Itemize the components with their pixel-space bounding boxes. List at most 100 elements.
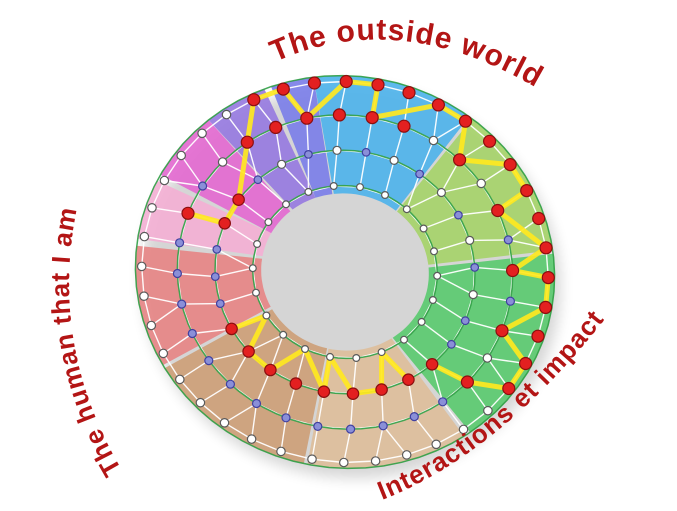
sector-salmon[interactable]	[135, 245, 271, 366]
node-red[interactable]	[247, 93, 261, 107]
node-purple[interactable]	[409, 412, 419, 422]
node-red[interactable]	[505, 263, 520, 278]
node-purple[interactable]	[361, 147, 371, 157]
node-white[interactable]	[436, 187, 446, 198]
node-red[interactable]	[425, 357, 439, 371]
node-red[interactable]	[300, 111, 314, 125]
node-red[interactable]	[181, 206, 195, 220]
node-red[interactable]	[503, 158, 517, 172]
node-red[interactable]	[520, 184, 534, 198]
node-red[interactable]	[240, 135, 254, 149]
node-red[interactable]	[453, 153, 467, 167]
node-white[interactable]	[195, 397, 206, 408]
node-white[interactable]	[175, 374, 185, 385]
node-white[interactable]	[301, 345, 310, 354]
node-white[interactable]	[352, 354, 361, 363]
node-red[interactable]	[531, 329, 545, 343]
node-white[interactable]	[468, 290, 478, 300]
node-red[interactable]	[264, 363, 277, 377]
node-white[interactable]	[252, 288, 261, 297]
node-red[interactable]	[538, 300, 553, 314]
node-white[interactable]	[253, 240, 262, 249]
node-white[interactable]	[400, 335, 409, 344]
node-white[interactable]	[246, 434, 257, 444]
node-white[interactable]	[431, 439, 441, 450]
node-red[interactable]	[431, 98, 445, 112]
sector-magenta[interactable]	[160, 120, 291, 234]
node-white[interactable]	[279, 330, 288, 339]
node-red[interactable]	[218, 217, 231, 230]
sector-sky[interactable]	[313, 75, 470, 211]
node-red[interactable]	[460, 375, 474, 389]
node-white[interactable]	[197, 128, 207, 139]
node-purple[interactable]	[198, 181, 208, 191]
node-red[interactable]	[339, 74, 353, 89]
node-purple[interactable]	[175, 238, 185, 248]
node-white[interactable]	[139, 231, 150, 242]
node-red[interactable]	[371, 78, 385, 92]
node-white[interactable]	[338, 457, 349, 468]
node-purple[interactable]	[281, 413, 291, 423]
node-purple[interactable]	[304, 149, 313, 159]
node-red[interactable]	[232, 193, 245, 206]
node-white[interactable]	[332, 145, 342, 155]
node-white[interactable]	[370, 456, 381, 466]
node-red[interactable]	[402, 373, 415, 386]
node-red[interactable]	[402, 85, 416, 100]
node-white[interactable]	[329, 182, 338, 191]
node-red[interactable]	[502, 381, 516, 396]
node-purple[interactable]	[438, 397, 448, 407]
node-white[interactable]	[282, 200, 291, 209]
node-white[interactable]	[221, 109, 232, 120]
node-purple[interactable]	[505, 296, 515, 306]
node-red[interactable]	[332, 108, 346, 122]
node-purple[interactable]	[313, 421, 323, 431]
node-white[interactable]	[147, 203, 157, 213]
node-white[interactable]	[262, 311, 271, 320]
node-purple[interactable]	[251, 398, 262, 409]
node-purple[interactable]	[212, 244, 222, 254]
node-purple[interactable]	[415, 169, 425, 179]
node-red[interactable]	[289, 377, 303, 390]
node-white[interactable]	[483, 405, 493, 416]
node-purple[interactable]	[460, 316, 470, 326]
node-white[interactable]	[264, 218, 273, 227]
node-white[interactable]	[139, 291, 149, 301]
node-red[interactable]	[346, 387, 360, 400]
node-red[interactable]	[375, 383, 388, 396]
node-purple[interactable]	[470, 263, 480, 272]
node-white[interactable]	[428, 135, 439, 146]
node-white[interactable]	[402, 205, 411, 214]
node-red[interactable]	[317, 385, 331, 398]
node-white[interactable]	[430, 247, 439, 256]
node-purple[interactable]	[172, 268, 182, 279]
node-red[interactable]	[532, 211, 546, 226]
node-red[interactable]	[242, 345, 255, 358]
node-white[interactable]	[158, 348, 169, 359]
node-white[interactable]	[276, 446, 286, 457]
node-purple[interactable]	[187, 328, 197, 339]
node-white[interactable]	[428, 296, 437, 305]
node-red[interactable]	[458, 114, 473, 128]
node-purple[interactable]	[210, 272, 220, 282]
sector-sand[interactable]	[164, 309, 328, 464]
node-white[interactable]	[377, 348, 386, 357]
node-white[interactable]	[277, 159, 287, 169]
node-purple[interactable]	[177, 299, 187, 309]
node-white[interactable]	[419, 224, 428, 233]
node-white[interactable]	[304, 187, 313, 196]
node-red[interactable]	[225, 322, 238, 336]
node-white[interactable]	[217, 157, 228, 167]
node-purple[interactable]	[204, 356, 214, 366]
node-red[interactable]	[491, 203, 505, 218]
node-purple[interactable]	[378, 421, 388, 431]
node-white[interactable]	[136, 261, 147, 272]
node-white[interactable]	[476, 178, 486, 189]
node-white[interactable]	[176, 150, 186, 161]
node-white[interactable]	[146, 320, 157, 331]
node-red[interactable]	[365, 110, 379, 125]
node-red[interactable]	[495, 324, 509, 338]
node-white[interactable]	[307, 454, 317, 464]
node-white[interactable]	[482, 353, 493, 363]
node-purple[interactable]	[346, 424, 356, 434]
